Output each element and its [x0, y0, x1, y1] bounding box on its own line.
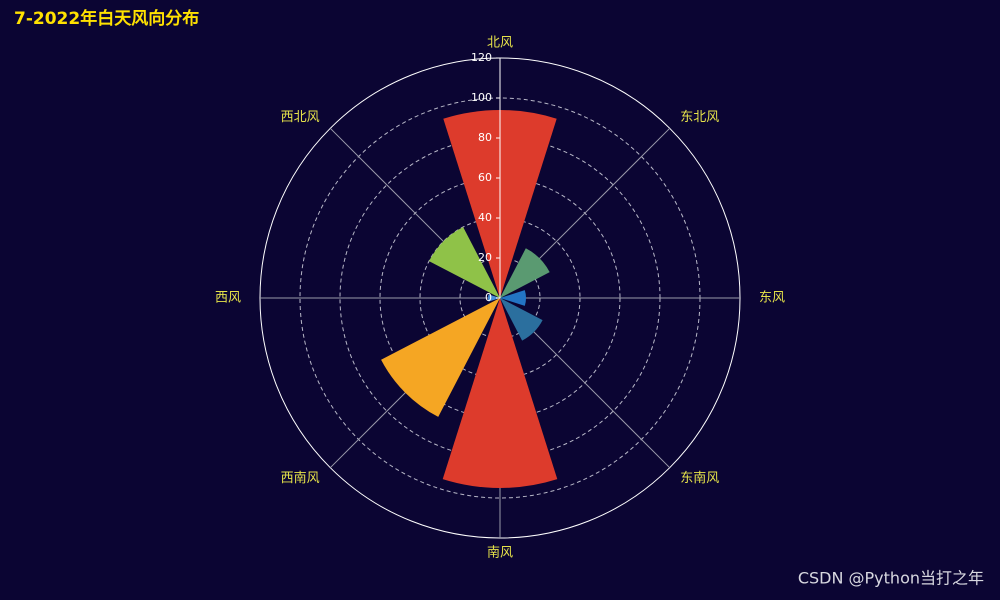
- r-tick-label: 0: [485, 291, 492, 304]
- bar: [500, 248, 550, 298]
- bar: [500, 290, 526, 306]
- bar: [381, 298, 500, 417]
- category-label: 东北风: [680, 110, 719, 125]
- chart-title: 7-2022年白天风向分布: [14, 8, 199, 29]
- bar: [488, 294, 500, 302]
- r-tick-label: 120: [471, 51, 492, 64]
- r-tick-label: 100: [471, 91, 492, 104]
- r-tick-label: 80: [478, 131, 492, 144]
- r-tick-label: 20: [478, 251, 492, 264]
- category-label: 北风: [487, 36, 513, 51]
- bar: [442, 298, 558, 488]
- category-label: 东风: [759, 291, 785, 306]
- category-label: 西南风: [281, 470, 320, 486]
- category-label: 西北风: [281, 110, 320, 125]
- category-label: 东南风: [680, 470, 719, 486]
- watermark: CSDN @Python当打之年: [798, 569, 984, 588]
- r-tick-label: 40: [478, 211, 492, 224]
- category-label: 西风: [215, 291, 241, 306]
- r-tick-label: 60: [478, 171, 492, 184]
- category-label: 南风: [487, 545, 513, 561]
- bar: [500, 298, 543, 341]
- bar: [429, 227, 500, 298]
